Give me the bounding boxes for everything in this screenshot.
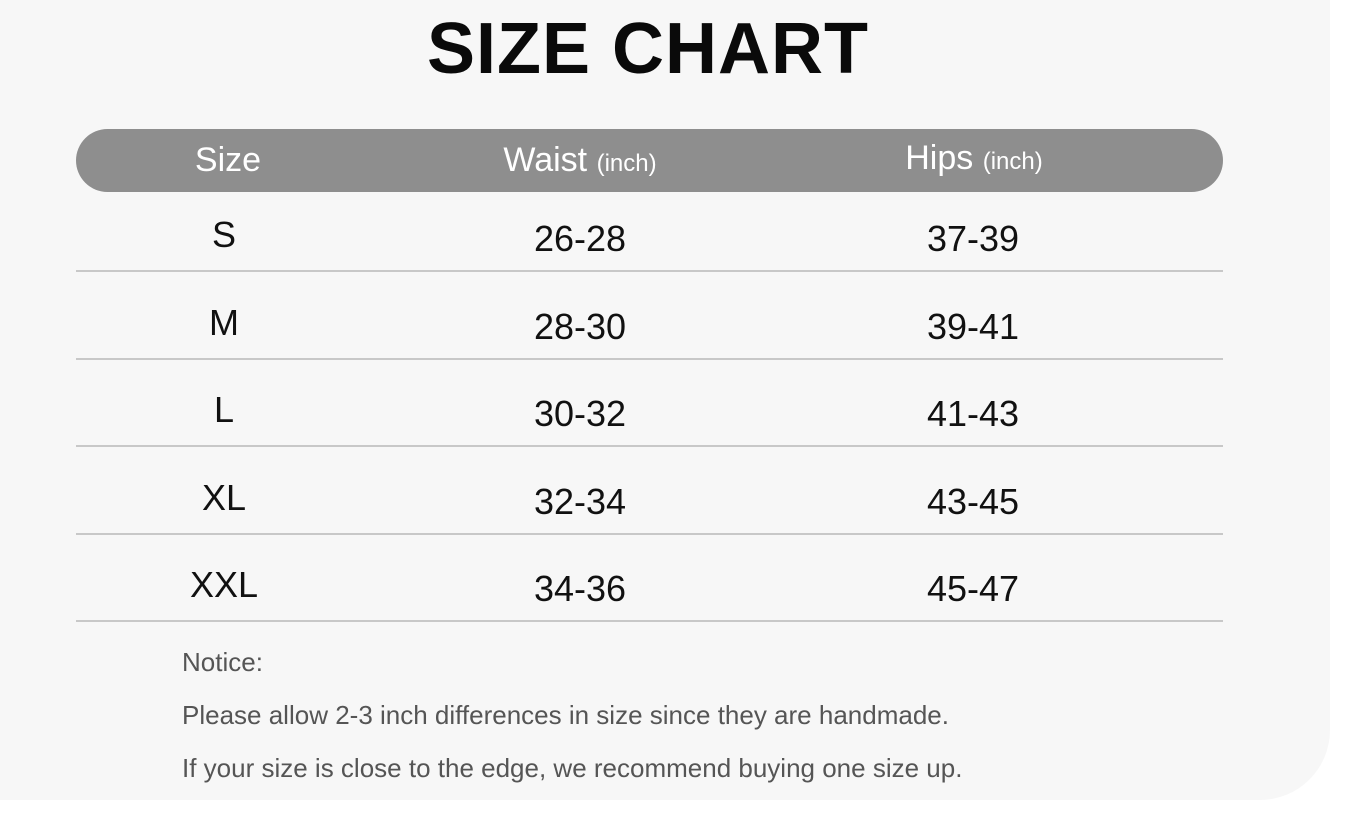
cell-waist: 32-34 [533, 481, 627, 522]
header-waist-label: Waist [503, 141, 588, 179]
cell-hips: 37-39 [926, 218, 1020, 259]
table-row: L 30-32 41-43 [76, 357, 1223, 447]
header-size: Size [194, 141, 262, 179]
table-row: XXL 34-36 45-47 [76, 532, 1223, 622]
header-waist-unit: (inch) [596, 150, 657, 177]
cell-hips: 41-43 [926, 393, 1020, 434]
notice-line: If your size is close to the edge, we re… [182, 753, 963, 783]
cell-size: XL [201, 477, 247, 518]
header-hips-unit: (inch) [982, 148, 1043, 175]
table-row: S 26-28 37-39 [76, 182, 1223, 272]
header-waist: Waist (inch) [503, 141, 656, 180]
cell-size: M [209, 302, 239, 343]
cell-waist: 34-36 [533, 568, 627, 609]
header-hips: Hips (inch) [905, 139, 1043, 178]
cell-waist: 28-30 [533, 306, 627, 347]
cell-size: XXL [189, 564, 259, 605]
cell-hips: 45-47 [926, 568, 1020, 609]
cell-waist: 30-32 [533, 393, 627, 434]
cell-size: L [213, 389, 235, 430]
cell-hips: 39-41 [926, 306, 1020, 347]
page-title: SIZE CHART [427, 9, 869, 89]
notice-line: Please allow 2-3 inch differences in siz… [182, 700, 949, 730]
notice-label: Notice: [182, 647, 263, 677]
header-hips-label: Hips [905, 139, 974, 177]
cell-waist: 26-28 [533, 218, 627, 259]
table-row: XL 32-34 43-45 [76, 445, 1223, 535]
cell-size: S [211, 214, 237, 255]
table-row: M 28-30 39-41 [76, 270, 1223, 360]
table-header: Size Waist (inch) Hips (inch) [76, 129, 1223, 192]
cell-hips: 43-45 [926, 481, 1020, 522]
